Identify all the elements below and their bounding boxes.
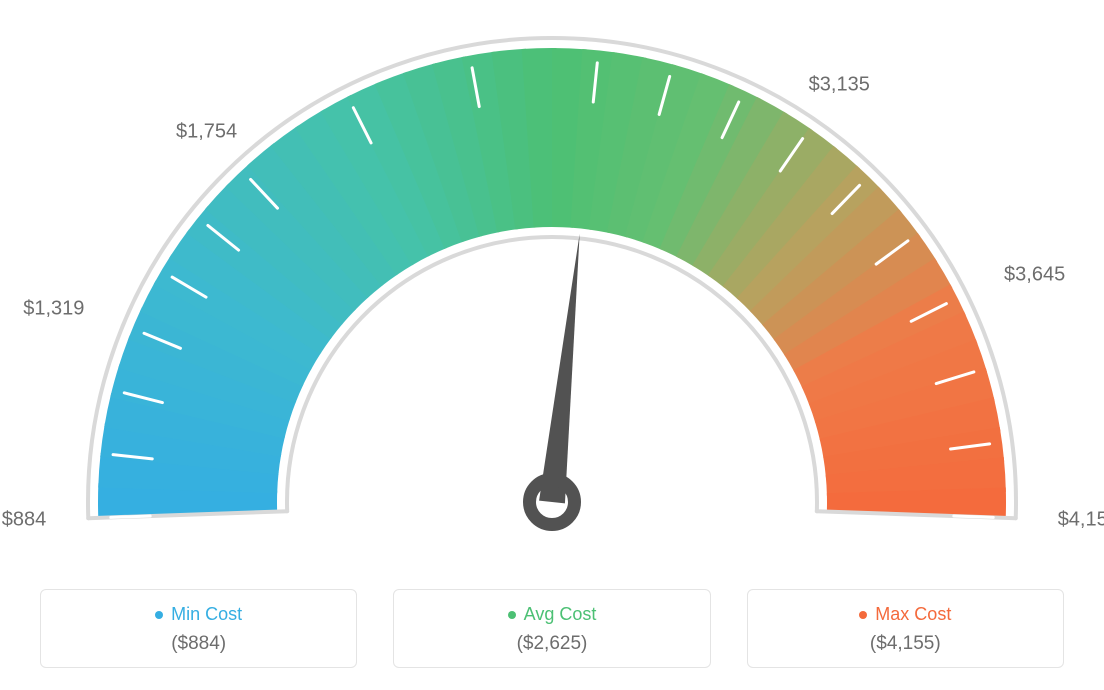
legend-card-max: Max Cost ($4,155) xyxy=(747,589,1064,668)
legend-value-max: ($4,155) xyxy=(758,633,1053,655)
legend-title-avg-text: Avg Cost xyxy=(524,604,597,625)
gauge-svg xyxy=(0,0,1104,560)
legend-value-min: ($884) xyxy=(51,633,346,655)
legend-card-min: Min Cost ($884) xyxy=(40,589,357,668)
legend-title-avg: Avg Cost xyxy=(508,604,597,625)
gauge-scale-label: $1,754 xyxy=(176,121,237,144)
gauge-scale-label: $3,645 xyxy=(1004,263,1065,286)
legend-card-avg: Avg Cost ($2,625) xyxy=(393,589,710,668)
legend-row: Min Cost ($884) Avg Cost ($2,625) Max Co… xyxy=(0,589,1104,668)
dot-icon xyxy=(155,611,163,619)
legend-title-max-text: Max Cost xyxy=(875,604,951,625)
gauge-scale-label: $884 xyxy=(2,508,47,531)
dot-icon xyxy=(508,611,516,619)
gauge-scale-label: $1,319 xyxy=(23,297,84,320)
cost-gauge-chart: $884$1,319$1,754$2,625$3,135$3,645$4,155… xyxy=(0,0,1104,690)
legend-title-max: Max Cost xyxy=(859,604,951,625)
gauge-scale-label: $3,135 xyxy=(809,74,870,97)
gauge-scale-label: $4,155 xyxy=(1058,508,1104,531)
dot-icon xyxy=(859,611,867,619)
legend-title-min-text: Min Cost xyxy=(171,604,242,625)
legend-value-avg: ($2,625) xyxy=(404,633,699,655)
legend-title-min: Min Cost xyxy=(155,604,242,625)
